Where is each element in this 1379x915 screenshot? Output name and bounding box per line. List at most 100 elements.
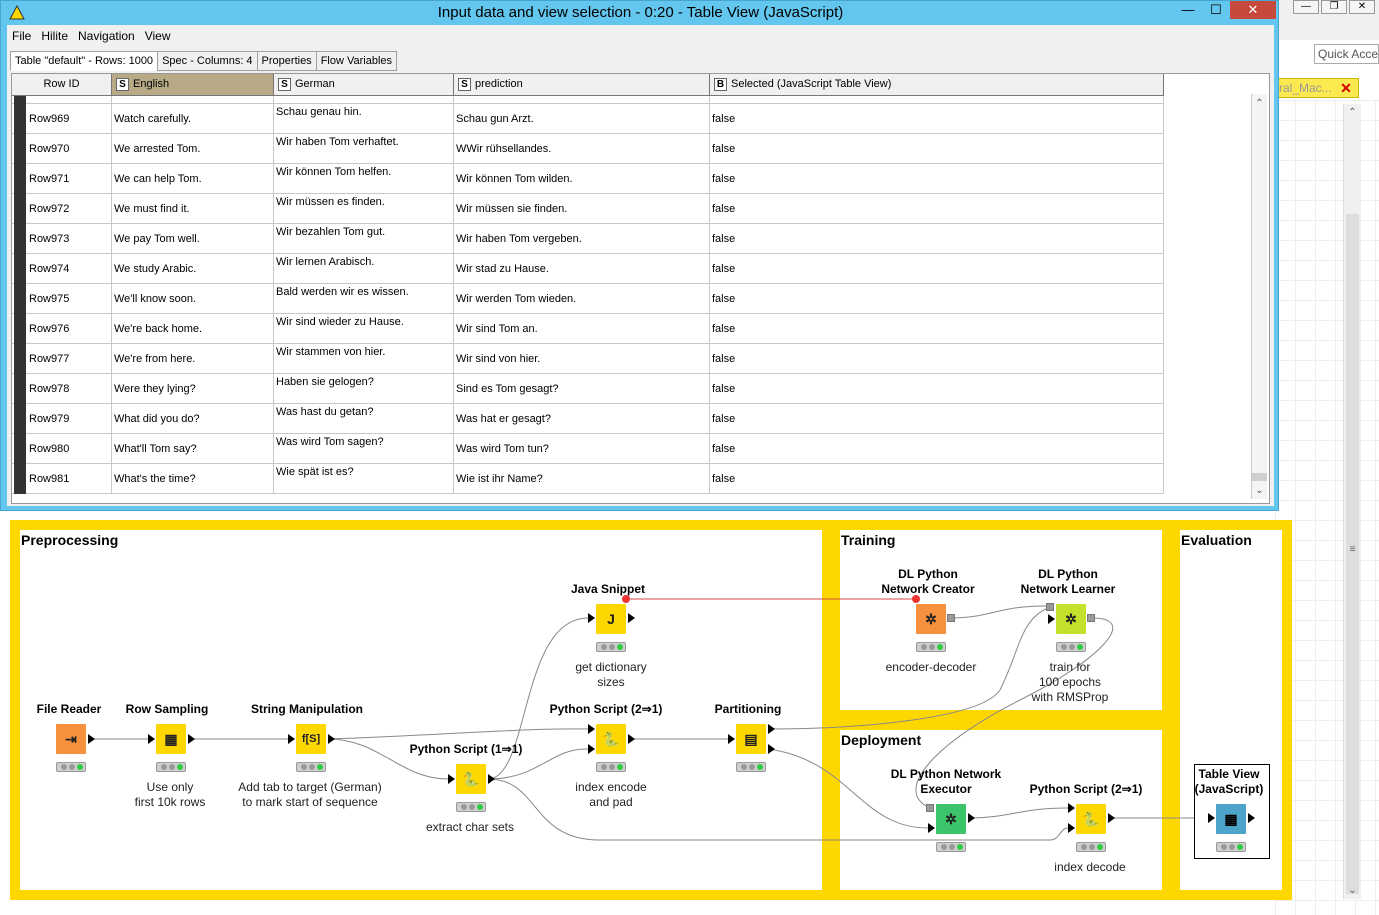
dl-python-network-learner-node[interactable]: ✲	[1056, 604, 1086, 634]
english-cell[interactable]: What did you do?	[112, 404, 274, 434]
table-row[interactable]: Row971 We can help Tom. Wir können Tom hel…	[12, 164, 1164, 194]
table-view-node[interactable]: ▦	[1216, 804, 1246, 834]
table-row[interactable]: Row980 What'll Tom say? Was wird Tom sagen…	[12, 434, 1164, 464]
workbench-minimize-button[interactable]: —	[1293, 0, 1319, 14]
out-port-icon[interactable]	[1248, 813, 1255, 823]
table-row[interactable]: Row979 What did you do? Was hast du getan?…	[12, 404, 1164, 434]
german-cell[interactable]: Schau genau hin.	[274, 104, 454, 134]
selected-cell[interactable]: false	[710, 224, 1164, 254]
row-id-cell[interactable]: Row972	[12, 194, 112, 224]
in-port-icon[interactable]	[448, 774, 455, 784]
menu-file[interactable]: File	[12, 29, 32, 43]
in-port-icon[interactable]	[928, 823, 935, 833]
in-port-icon[interactable]	[1068, 823, 1075, 833]
dl-python-network-executor-node[interactable]: ✲	[936, 804, 966, 834]
dl-python-network-creator-node[interactable]: ✲	[916, 604, 946, 634]
selected-cell[interactable]: false	[710, 314, 1164, 344]
network-out-port-icon[interactable]	[1087, 614, 1095, 622]
selected-cell[interactable]: false	[710, 104, 1164, 134]
row-id-cell[interactable]: Row975	[12, 284, 112, 314]
out-port-icon[interactable]	[768, 724, 775, 734]
english-cell[interactable]: We pay Tom well.	[112, 224, 274, 254]
row-id-cell[interactable]: Row981	[12, 464, 112, 494]
selected-cell[interactable]: false	[710, 464, 1164, 494]
german-cell[interactable]: Wir haben Tom verhaftet.	[274, 134, 454, 164]
in-port-icon[interactable]	[588, 724, 595, 734]
maximize-button[interactable]: ☐	[1210, 2, 1222, 17]
scroll-thumb[interactable]	[1346, 214, 1359, 894]
prediction-cell[interactable]: Wir sind Tom an.	[454, 314, 710, 344]
table-row[interactable]: Row976 We're back home. Wir sind wieder zu…	[12, 314, 1164, 344]
row-id-cell[interactable]: Row979	[12, 404, 112, 434]
row-id-cell[interactable]: Row971	[12, 164, 112, 194]
string-manipulation-node[interactable]: f[S]	[296, 724, 326, 754]
table-row[interactable]: Row978 Were they lying? Haben sie gelogen?…	[12, 374, 1164, 404]
in-port-icon[interactable]	[1068, 803, 1075, 813]
file-reader-node[interactable]: ⇥	[56, 724, 86, 754]
english-cell[interactable]: What'll Tom say?	[112, 434, 274, 464]
partitioning-node[interactable]: ▤	[736, 724, 766, 754]
prediction-cell[interactable]: Was hat er gesagt?	[454, 404, 710, 434]
out-port-icon[interactable]	[968, 813, 975, 823]
column-header-row-id[interactable]: Row ID	[12, 74, 112, 95]
selected-cell[interactable]: false	[710, 254, 1164, 284]
out-port-icon[interactable]	[88, 734, 95, 744]
scroll-up-icon[interactable]: ⌃	[1348, 107, 1357, 118]
tab-flow-variables[interactable]: Flow Variables	[315, 51, 398, 71]
selected-cell[interactable]: false	[710, 404, 1164, 434]
workbench-close-button[interactable]: ✕	[1349, 0, 1375, 14]
selected-cell[interactable]: false	[710, 284, 1164, 314]
python-script-2to1-encode-node[interactable]: 🐍	[596, 724, 626, 754]
german-cell[interactable]: Haben sie gelogen?	[274, 374, 454, 404]
selected-cell[interactable]: false	[710, 344, 1164, 374]
german-cell[interactable]: Was hast du getan?	[274, 404, 454, 434]
out-port-icon[interactable]	[488, 774, 495, 784]
quick-access-input[interactable]: Quick Access	[1314, 44, 1379, 64]
minimize-button[interactable]: —	[1181, 2, 1195, 17]
network-in-port-icon[interactable]	[926, 804, 934, 812]
table-row[interactable]: Row977 We're from here. Wir stammen von hi…	[12, 344, 1164, 374]
row-id-cell[interactable]: Row977	[12, 344, 112, 374]
selected-cell[interactable]: false	[710, 374, 1164, 404]
row-id-cell[interactable]: Row978	[12, 374, 112, 404]
java-snippet-node[interactable]: J	[596, 604, 626, 634]
out-port-icon[interactable]	[1108, 813, 1115, 823]
prediction-cell[interactable]: Wir stad zu Hause.	[454, 254, 710, 284]
german-cell[interactable]: Was wird Tom sagen?	[274, 434, 454, 464]
close-button[interactable]: ✕	[1230, 1, 1276, 19]
english-cell[interactable]: We're from here.	[112, 344, 274, 374]
prediction-cell[interactable]: Wir müssen sie finden.	[454, 194, 710, 224]
menu-hilite[interactable]: Hilite	[41, 29, 69, 43]
row-id-cell[interactable]: Row973	[12, 224, 112, 254]
in-port-icon[interactable]	[148, 734, 155, 744]
german-cell[interactable]: Wir können Tom helfen.	[274, 164, 454, 194]
german-cell[interactable]: Bald werden wir es wissen.	[274, 284, 454, 314]
in-port-icon[interactable]	[288, 734, 295, 744]
out-port-icon[interactable]	[188, 734, 195, 744]
english-cell[interactable]: We can help Tom.	[112, 164, 274, 194]
menu-view[interactable]: View	[144, 29, 171, 43]
english-cell[interactable]: We must find it.	[112, 194, 274, 224]
scroll-down-icon[interactable]: ⌄	[1255, 485, 1264, 496]
prediction-cell[interactable]: WWir rühsellandes.	[454, 134, 710, 164]
table-row[interactable]: Row975 We'll know soon. Bald werden wir es…	[12, 284, 1164, 314]
prediction-cell[interactable]: Wie ist ihr Name?	[454, 464, 710, 494]
scroll-thumb[interactable]	[1252, 473, 1267, 481]
table-row[interactable]: Row974 We study Arabic. Wir lernen Arabisc…	[12, 254, 1164, 284]
prediction-cell[interactable]: Sind es Tom gesagt?	[454, 374, 710, 404]
editor-tab-close-icon[interactable]: ✕	[1340, 80, 1352, 96]
row-sampling-node[interactable]: ▦	[156, 724, 186, 754]
in-port-icon[interactable]	[588, 613, 595, 623]
table-row[interactable]: Row969 Watch carefully. Schau genau hin. Sc…	[12, 104, 1164, 134]
english-cell[interactable]: Were they lying?	[112, 374, 274, 404]
selected-cell[interactable]: false	[710, 164, 1164, 194]
prediction-cell[interactable]: Was wird Tom tun?	[454, 434, 710, 464]
prediction-cell[interactable]: Wir werden Tom wieden.	[454, 284, 710, 314]
in-port-icon[interactable]	[1208, 813, 1215, 823]
table-vertical-scrollbar[interactable]: ⌃ ⌄	[1251, 94, 1267, 499]
table-row[interactable]: Row981 What's the time? Wie spät ist es? Wi…	[12, 464, 1164, 494]
prediction-cell[interactable]: Wir haben Tom vergeben.	[454, 224, 710, 254]
workbench-restore-button[interactable]: ❐	[1321, 0, 1347, 14]
python-script-1to1-node[interactable]: 🐍	[456, 764, 486, 794]
prediction-cell[interactable]: Schau gun Arzt.	[454, 104, 710, 134]
